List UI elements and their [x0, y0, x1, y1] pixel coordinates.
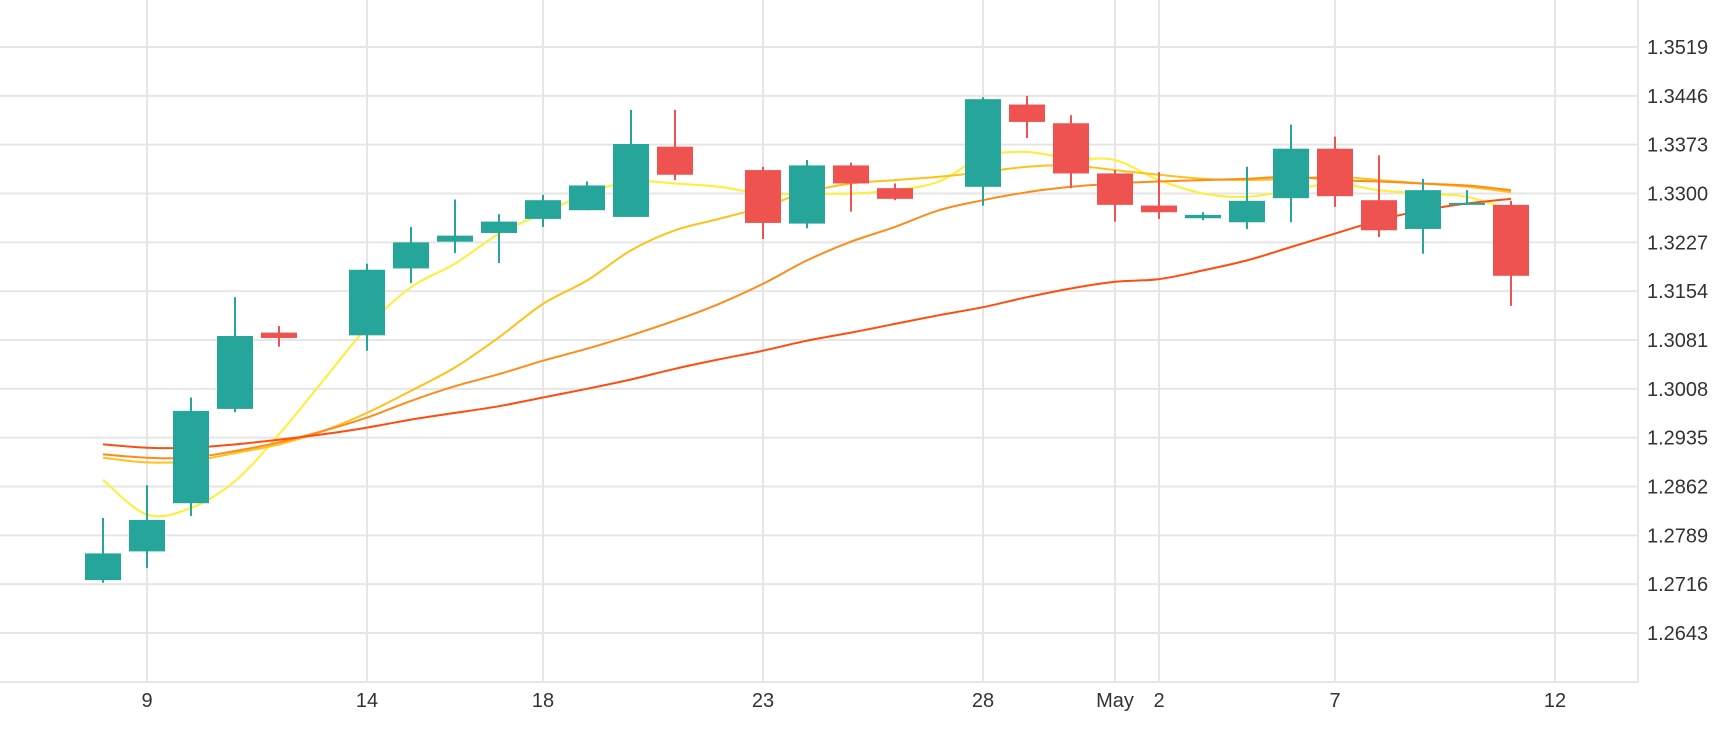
- y-tick-label: 1.3154: [1647, 281, 1708, 303]
- candle-body: [1229, 200, 1265, 223]
- x-tick-label: 14: [356, 690, 378, 712]
- candle-body: [1097, 173, 1133, 205]
- candle-up: [1449, 190, 1485, 205]
- candle-down: [877, 183, 913, 201]
- candle-body: [1273, 148, 1309, 199]
- horizontal-gridlines: [0, 46, 1638, 634]
- candle-up: [525, 194, 561, 227]
- x-tick-label: 2: [1153, 690, 1164, 712]
- candle-up: [393, 226, 429, 284]
- candle-down: [657, 109, 693, 181]
- candle-body: [173, 410, 209, 504]
- candle-down: [1361, 155, 1397, 237]
- y-tick-label: 1.2862: [1647, 477, 1708, 499]
- candle-body: [1141, 205, 1177, 213]
- candle-down: [1141, 172, 1177, 219]
- candle-up: [613, 109, 649, 217]
- vertical-gridlines: [146, 0, 1639, 682]
- candle-body: [1493, 204, 1529, 276]
- candle-body: [129, 519, 165, 552]
- candle-up: [1273, 124, 1309, 223]
- y-tick-label: 1.3008: [1647, 379, 1708, 401]
- candle-body: [393, 242, 429, 269]
- candle-up: [965, 97, 1001, 206]
- candle-body: [1009, 104, 1045, 122]
- candle-up: [481, 214, 517, 264]
- x-axis-tick-labels: 9 14 18 23 28 May 2 7 12: [141, 690, 1566, 712]
- candle-up: [217, 297, 253, 413]
- candle-body: [569, 185, 605, 211]
- candle-up: [437, 199, 473, 254]
- x-tick-label: 7: [1329, 690, 1340, 712]
- candle-body: [657, 146, 693, 175]
- candle-body: [613, 143, 649, 217]
- candle-body: [1053, 123, 1089, 174]
- candle-body: [349, 269, 385, 336]
- x-tick-label: 23: [752, 690, 774, 712]
- candle-up: [1229, 166, 1265, 229]
- candle-body: [1185, 214, 1221, 219]
- y-tick-label: 1.3373: [1647, 135, 1708, 157]
- x-tick-label: 18: [532, 690, 554, 712]
- candle-down: [745, 166, 781, 239]
- candle-body: [1317, 148, 1353, 197]
- candle-body: [745, 170, 781, 223]
- candle-body: [877, 188, 913, 199]
- candle-down: [1493, 200, 1529, 306]
- candlestick-series: [85, 95, 1529, 583]
- candle-up: [129, 485, 165, 569]
- moving-average-line-4: [102, 197, 1512, 450]
- candle-up: [349, 263, 385, 351]
- y-tick-label: 1.3081: [1647, 330, 1708, 352]
- candle-up: [1185, 212, 1221, 221]
- y-tick-label: 1.3519: [1647, 37, 1708, 59]
- candle-body: [833, 165, 869, 184]
- candle-body: [85, 553, 121, 581]
- candle-down: [1053, 115, 1089, 189]
- candle-body: [965, 99, 1001, 187]
- y-tick-label: 1.2935: [1647, 428, 1708, 450]
- x-tick-label: 28: [972, 690, 994, 712]
- candle-up: [1405, 178, 1441, 254]
- y-tick-label: 1.3446: [1647, 86, 1708, 108]
- candle-body: [789, 165, 825, 224]
- x-tick-label: May: [1096, 690, 1134, 712]
- candle-body: [1449, 202, 1485, 205]
- x-tick-label: 12: [1544, 690, 1566, 712]
- candle-body: [261, 332, 297, 338]
- candle-body: [525, 200, 561, 219]
- y-axis-tick-labels: 1.3519 1.3446 1.3373 1.3300 1.3227 1.3154 1.30…: [1647, 37, 1708, 645]
- candle-down: [1009, 95, 1045, 138]
- y-tick-label: 1.3227: [1647, 232, 1708, 254]
- x-tick-label: 9: [141, 690, 152, 712]
- candle-body: [1361, 200, 1397, 231]
- candle-body: [437, 235, 473, 242]
- candle-down: [833, 162, 869, 212]
- candle-body: [481, 221, 517, 233]
- y-tick-label: 1.2789: [1647, 525, 1708, 547]
- candle-down: [1097, 170, 1133, 222]
- candle-up: [569, 181, 605, 211]
- candle-body: [1405, 190, 1441, 229]
- y-tick-label: 1.2716: [1647, 574, 1708, 596]
- candle-up: [173, 397, 209, 516]
- y-tick-label: 1.2643: [1647, 623, 1708, 645]
- candle-up: [85, 517, 121, 583]
- candle-up: [789, 160, 825, 229]
- candle-body: [217, 335, 253, 409]
- y-tick-label: 1.3300: [1647, 184, 1708, 206]
- candle-down: [1317, 136, 1353, 207]
- candle-down: [261, 325, 297, 347]
